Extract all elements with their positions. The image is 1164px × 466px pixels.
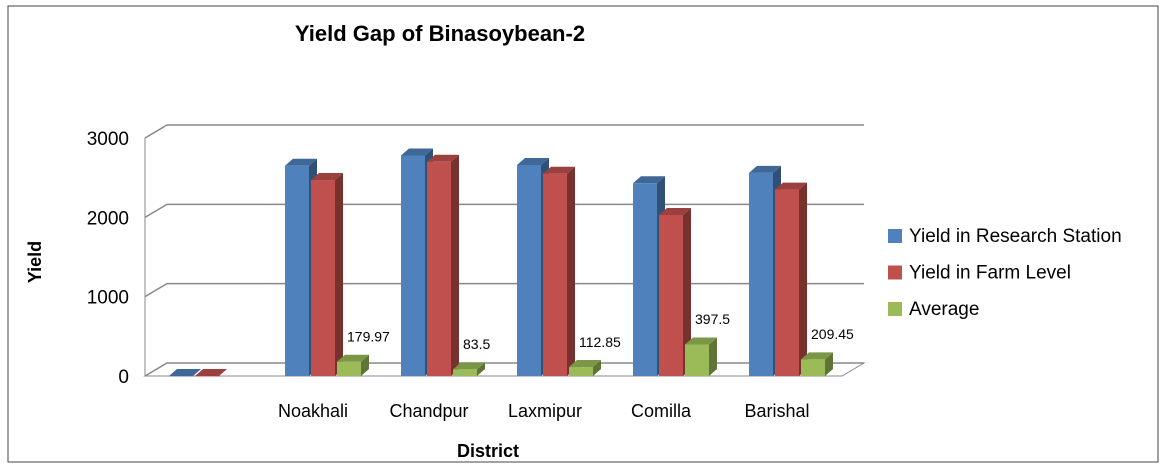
bar-top (749, 165, 781, 173)
bar (337, 361, 361, 376)
legend-label: Average (909, 299, 979, 320)
bar-top (569, 360, 601, 368)
bar (285, 165, 309, 376)
bar (749, 172, 773, 376)
bar (427, 161, 451, 376)
bar (311, 180, 335, 376)
bar-side (683, 207, 691, 376)
bar-top (195, 369, 227, 376)
bar-top (775, 182, 807, 190)
bar-top (633, 176, 665, 184)
legend-label: Yield in Research Station (909, 226, 1122, 247)
data-label: 209.45 (811, 326, 854, 342)
grid-line (144, 203, 864, 218)
grid-line (144, 282, 864, 298)
data-label: 83.5 (463, 336, 490, 352)
y-axis-label: Yield (25, 241, 45, 283)
bar-top (685, 337, 717, 345)
bar-top (427, 154, 459, 162)
bar (659, 214, 683, 376)
bar-side (335, 173, 343, 376)
bar-side (477, 362, 485, 376)
x-tick-label: Noakhali (278, 401, 348, 421)
data-label: 179.97 (347, 328, 390, 344)
bar-top (285, 158, 317, 166)
bar (801, 359, 825, 376)
chart-border (7, 5, 1159, 463)
x-tick-label: Chandpur (389, 401, 468, 421)
bar-top (801, 352, 833, 360)
grid-line (144, 362, 864, 377)
legend-swatch (888, 265, 902, 280)
bar (633, 183, 657, 376)
bar (195, 376, 219, 377)
bar-top (517, 157, 549, 165)
bar-side (361, 354, 369, 376)
bar-side (709, 337, 717, 376)
data-label: 397.5 (695, 311, 730, 327)
chart-title: Yield Gap of Binasoybean-2 (295, 21, 585, 46)
x-tick-label: Laxmipur (508, 401, 582, 421)
bar-side (825, 352, 833, 376)
bar (543, 173, 567, 376)
bar-side (593, 360, 601, 376)
bar-top (543, 166, 575, 174)
bar (169, 376, 193, 377)
bar-top (401, 148, 433, 156)
grid-line (144, 124, 864, 139)
bar-top (337, 354, 369, 362)
y-tick-label: 1000 (87, 288, 129, 309)
bar-top (659, 207, 691, 215)
bar (453, 369, 477, 376)
x-axis-label: District (457, 441, 519, 461)
data-label: 112.85 (579, 334, 621, 350)
x-tick-label: Barishal (744, 401, 809, 421)
legend-swatch (888, 302, 902, 316)
legend-swatch (888, 229, 902, 243)
bar (685, 344, 709, 376)
legend-label: Yield in Farm Level (909, 263, 1071, 284)
bar-side (799, 182, 807, 376)
bar-side (567, 166, 575, 376)
bar-top (169, 369, 201, 376)
y-tick-label: 3000 (87, 129, 129, 150)
bar-side (451, 154, 459, 376)
y-tick-label: 0 (118, 367, 129, 388)
bar (517, 164, 541, 376)
bar (775, 189, 799, 376)
bar-top (311, 173, 343, 181)
bar-top (453, 362, 485, 370)
x-tick-label: Comilla (631, 401, 692, 421)
bar (569, 367, 593, 376)
y-tick-label: 2000 (87, 208, 129, 229)
bar (401, 155, 425, 376)
